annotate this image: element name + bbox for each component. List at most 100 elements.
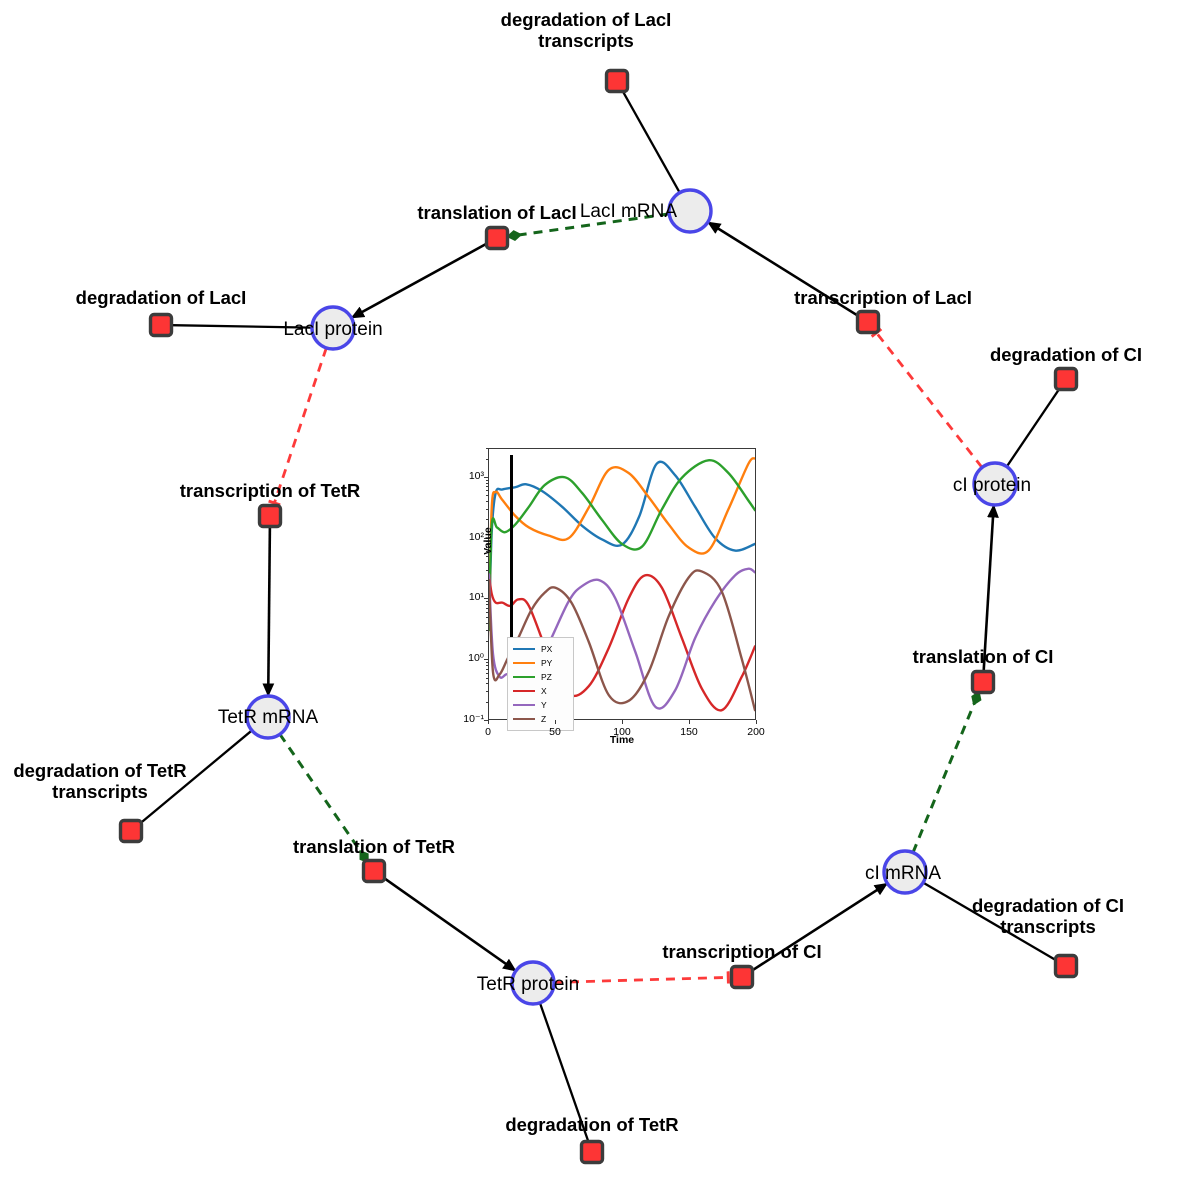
reaction-node-transcription_ci[interactable] [729,964,755,990]
y-tick-mark [484,720,488,721]
reaction-label-transcription_tetr: transcription of TetR [179,480,361,502]
series-X [489,573,755,712]
legend-swatch [513,675,535,679]
edge-catalysis [278,733,369,864]
legend-item-PY: PY [511,656,570,670]
edge-inhibition [870,327,984,469]
y-tick-mark [484,598,488,600]
y-minor-tick [485,569,488,571]
x-tick-mark [756,720,757,724]
reaction-node-translation_laci[interactable] [484,225,510,251]
species-node-laci_mrna[interactable] [667,188,713,234]
y-minor-tick [485,482,488,484]
reaction-label-translation_tetr: translation of TetR [293,836,455,858]
y-tick-label: 10³ [468,469,484,482]
y-tick-label: 10⁻¹ [463,713,484,725]
edge-production [350,242,488,319]
y-minor-tick [485,547,488,549]
reaction-label-line: transcripts [52,780,148,802]
plot-axes-frame: PX PY PZ X Y Z [488,448,756,731]
reaction-node-translation_tetr[interactable] [361,858,387,884]
legend-label: PY [541,657,553,668]
legend-label: PZ [541,671,552,682]
reaction-node-deg_tetr[interactable] [579,1139,605,1165]
edge-plain [138,729,253,825]
edge-production [707,221,860,318]
reaction-label-deg_tetr: degradation of TetR [505,1114,679,1136]
legend-swatch [513,703,535,707]
legend-item-Z: Z [511,712,570,726]
reaction-node-transcription_tetr[interactable] [257,503,283,529]
y-minor-tick [485,683,488,685]
y-minor-tick [485,668,488,670]
y-minor-tick [485,495,488,497]
reaction-node-deg_laci_transcripts[interactable] [604,68,630,94]
y-tick-label: 10⁰ [468,652,484,665]
x-axis-label: Time [609,734,635,746]
reaction-label-deg_ci_transcripts: degradation of CI transcripts [971,895,1125,937]
y-minor-tick [485,622,488,624]
reaction-label-line: degradation of TetR [505,1114,679,1135]
y-minor-tick [485,580,488,582]
reaction-label-line: transcripts [1000,915,1096,937]
reaction-label-deg_laci: degradation of LacI [75,287,247,309]
y-minor-tick [485,479,488,481]
x-tick-label: 0 [485,726,491,738]
y-minor-tick [485,630,488,632]
edge-production [382,876,517,972]
y-minor-tick [485,665,488,667]
species-label-ci_mrna: cI mRNA [865,863,941,884]
reaction-label-line: degradation of CI [971,895,1125,916]
y-tick-mark [484,537,488,539]
legend-swatch [513,661,535,665]
y-minor-tick [485,458,488,460]
legend-item-PZ: PZ [511,670,570,684]
y-minor-tick [485,448,488,449]
x-tick-mark [689,720,690,724]
reaction-node-deg_laci[interactable] [148,312,174,338]
species-node-ci_protein[interactable] [972,461,1018,507]
edge-catalysis [506,212,670,242]
reaction-label-line: degradation of LacI [500,9,672,30]
series-PX [489,460,755,632]
y-minor-tick [485,543,488,545]
reaction-node-deg_ci_transcripts[interactable] [1053,953,1079,979]
reaction-label-line: degradation of LacI [75,287,247,308]
y-minor-tick [485,677,488,679]
y-minor-tick [485,490,488,492]
y-minor-tick [485,519,488,521]
reaction-node-deg_tetr_transcripts[interactable] [118,818,144,844]
plot-legend: PX PY PZ X Y Z [507,637,574,731]
species-label-tetr_protein: TetR protein [476,974,580,995]
reaction-label-deg_tetr_transcripts: degradation of TetR transcripts [13,760,187,802]
reaction-label-line: transcription of TetR [179,480,361,501]
y-minor-tick [485,486,488,488]
species-node-tetr_protein[interactable] [510,960,556,1006]
legend-swatch [513,647,535,651]
timecourse-plot: PX PY PZ X Y Z 10⁻¹ 10⁰ 10¹ 10² 10³ 0 50 100 150 200 … [463,438,766,760]
reaction-label-line: degradation of TetR [13,760,187,781]
species-node-ci_mrna[interactable] [882,849,928,895]
reaction-node-translation_ci[interactable] [970,669,996,695]
series-PY [489,457,755,632]
x-tick-mark [488,720,489,724]
y-minor-tick [485,640,488,642]
edge-layer [138,90,1061,1142]
reaction-node-transcription_laci[interactable] [855,309,881,335]
y-minor-tick [485,662,488,664]
edge-plain [1006,387,1061,467]
reaction-label-line: transcription of LacI [794,287,972,308]
legend-item-Y: Y [511,698,570,712]
edge-production [982,504,999,672]
y-minor-tick [485,611,488,613]
species-node-laci_protein[interactable] [310,305,356,351]
reaction-node-deg_ci[interactable] [1053,366,1079,392]
species-node-tetr_mrna[interactable] [245,694,291,740]
y-minor-tick [485,607,488,609]
reaction-label-line: translation of LacI [417,202,577,223]
y-tick-mark [484,476,488,478]
species-label-ci_protein: cI protein [952,475,1032,496]
edge-plain [171,324,312,329]
edge-production [262,526,275,697]
